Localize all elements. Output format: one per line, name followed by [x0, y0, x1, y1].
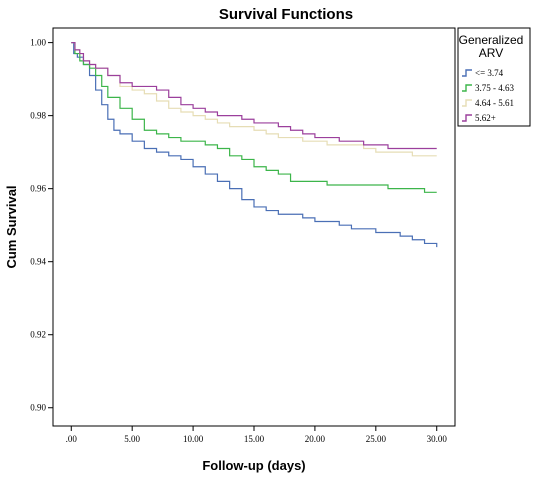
- x-axis-title: Follow-up (days): [202, 458, 305, 473]
- x-tick-label: 25.00: [366, 434, 387, 444]
- series-line-4: [71, 42, 437, 150]
- legend-title-line-2: ARV: [479, 46, 503, 60]
- x-tick-label: .00: [66, 434, 78, 444]
- legend-label-3: 4.64 - 5.61: [475, 98, 514, 108]
- x-tick-label: 15.00: [244, 434, 265, 444]
- x-tick-label: 20.00: [305, 434, 326, 444]
- legend-title-line-1: Generalized: [459, 33, 524, 47]
- chart-title: Survival Functions: [219, 6, 353, 23]
- plot-frame: [52, 27, 456, 427]
- legend-box: [457, 27, 531, 127]
- legend-label-1: <= 3.74: [475, 68, 504, 78]
- legend-swatch-1: [462, 69, 472, 77]
- legend-swatch-3: [462, 99, 472, 107]
- legend-items: <= 3.74 3.75 - 4.63 4.64 - 5.61 5.62+: [462, 68, 514, 123]
- series-layer: [71, 42, 438, 248]
- legend-label-2: 3.75 - 4.63: [475, 83, 514, 93]
- x-tick-label: 30.00: [427, 434, 448, 444]
- series-line-1: [71, 42, 438, 248]
- y-tick-label: 0.98: [30, 111, 46, 121]
- legend-swatch-2: [462, 84, 472, 92]
- y-tick-label: 0.94: [30, 257, 46, 267]
- series-line-2: [71, 42, 437, 193]
- legend-label-4: 5.62+: [475, 113, 496, 123]
- legend-swatch-4: [462, 114, 472, 122]
- y-axis: 0.90 0.92 0.94 0.96 0.98 1.00: [30, 38, 53, 413]
- x-axis: .00 5.00 10.00 15.00 20.00 25.00 30.00: [66, 426, 448, 444]
- x-tick-label: 5.00: [124, 434, 140, 444]
- y-tick-label: 0.92: [30, 330, 46, 340]
- y-tick-label: 0.90: [30, 403, 46, 413]
- y-tick-label: 0.96: [30, 184, 46, 194]
- y-tick-label: 1.00: [30, 38, 46, 48]
- y-axis-title: Cum Survival: [4, 185, 19, 268]
- x-tick-label: 10.00: [183, 434, 204, 444]
